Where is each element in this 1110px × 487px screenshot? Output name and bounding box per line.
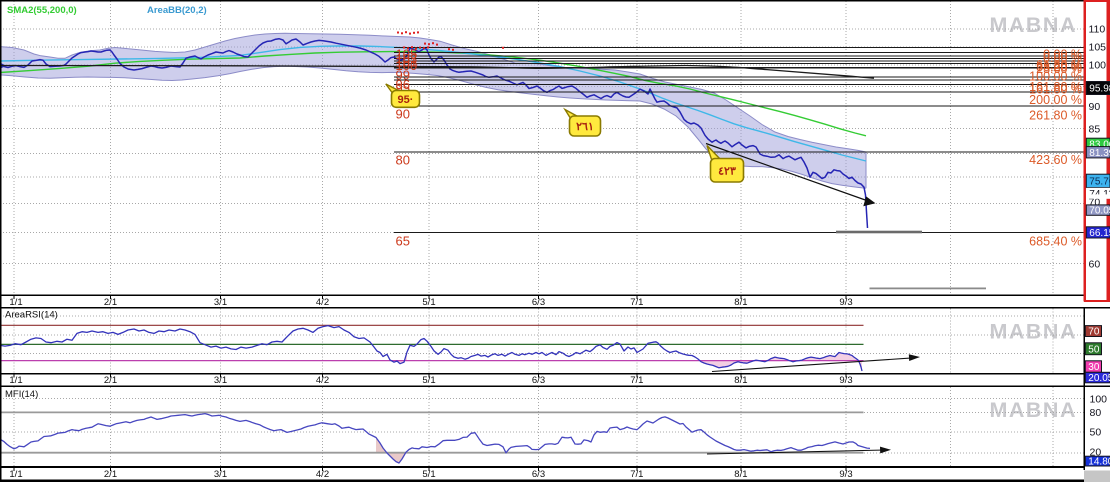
svg-text:6/3: 6/3 xyxy=(532,469,545,480)
svg-text:MABNA: MABNA xyxy=(989,320,1077,344)
svg-text:6/3: 6/3 xyxy=(532,297,545,308)
svg-text:30: 30 xyxy=(1088,362,1100,373)
svg-text:95.98: 95.98 xyxy=(1089,84,1110,95)
svg-text:1/1: 1/1 xyxy=(9,375,22,386)
svg-text:4/2: 4/2 xyxy=(316,297,329,308)
svg-text:8/1: 8/1 xyxy=(734,297,747,308)
svg-text:5/1: 5/1 xyxy=(422,469,435,480)
svg-text:95·: 95· xyxy=(398,94,414,106)
svg-text:100: 100 xyxy=(396,58,418,73)
svg-text:0.00 %: 0.00 % xyxy=(1043,47,1082,61)
svg-text:100: 100 xyxy=(1089,60,1107,72)
svg-text:66.15: 66.15 xyxy=(1089,228,1110,239)
svg-text:MFI(14): MFI(14) xyxy=(5,389,38,400)
svg-text:3/1: 3/1 xyxy=(214,297,227,308)
svg-text:3/1: 3/1 xyxy=(214,469,227,480)
svg-text:200.00 %: 200.00 % xyxy=(1029,93,1082,107)
svg-text:9/3: 9/3 xyxy=(839,375,852,386)
svg-text:23.60 %: 23.60 % xyxy=(1036,62,1082,76)
svg-text:65: 65 xyxy=(396,233,410,248)
svg-text:2/1: 2/1 xyxy=(104,469,117,480)
svg-text:100: 100 xyxy=(1090,394,1108,406)
svg-text:70.05: 70.05 xyxy=(1089,206,1110,217)
svg-text:5/1: 5/1 xyxy=(422,375,435,386)
svg-text:20: 20 xyxy=(1090,446,1102,458)
svg-text:٤٢٣: ٤٢٣ xyxy=(718,165,736,177)
svg-text:50: 50 xyxy=(1090,426,1102,438)
svg-text:90: 90 xyxy=(1089,101,1101,113)
svg-text:7/1: 7/1 xyxy=(630,469,643,480)
svg-text:٢٦١: ٢٦١ xyxy=(576,121,594,133)
svg-text:5/1: 5/1 xyxy=(422,297,435,308)
svg-text:110: 110 xyxy=(1089,24,1106,36)
svg-text:20.05: 20.05 xyxy=(1088,373,1110,384)
svg-text:85: 85 xyxy=(1089,124,1101,136)
svg-text:AreaBB(20,2): AreaBB(20,2) xyxy=(147,5,207,16)
svg-text:MABNA: MABNA xyxy=(989,398,1077,422)
svg-text:105: 105 xyxy=(396,47,418,62)
svg-text:MABNA: MABNA xyxy=(989,13,1077,37)
svg-text:7/1: 7/1 xyxy=(630,297,643,308)
svg-text:SMA2(55,200,0): SMA2(55,200,0) xyxy=(7,5,77,16)
svg-text:74.11: 74.11 xyxy=(1089,189,1110,200)
svg-text:6/3: 6/3 xyxy=(532,375,545,386)
svg-text:81.39: 81.39 xyxy=(1089,148,1110,159)
svg-text:1/1: 1/1 xyxy=(9,469,22,480)
svg-text:70: 70 xyxy=(1088,327,1100,338)
svg-text:8/1: 8/1 xyxy=(734,375,747,386)
svg-text:101: 101 xyxy=(396,55,418,70)
svg-text:14.80: 14.80 xyxy=(1088,457,1110,468)
svg-text:7/1: 7/1 xyxy=(630,375,643,386)
svg-text:4/2: 4/2 xyxy=(316,375,329,386)
svg-text:0.00 %: 0.00 % xyxy=(1043,51,1082,65)
svg-text:423.60 %: 423.60 % xyxy=(1029,153,1082,167)
svg-text:161.80 %: 161.80 % xyxy=(1029,80,1082,94)
svg-text:4/2: 4/2 xyxy=(316,469,329,480)
svg-text:60: 60 xyxy=(1089,259,1101,271)
svg-text:50: 50 xyxy=(1088,344,1100,355)
svg-text:99: 99 xyxy=(396,68,410,83)
svg-text:105: 105 xyxy=(1089,41,1107,53)
svg-text:9/3: 9/3 xyxy=(839,297,852,308)
svg-text:90: 90 xyxy=(396,106,410,121)
svg-text:103: 103 xyxy=(396,51,418,66)
svg-text:80: 80 xyxy=(396,152,410,167)
svg-text:100.00 %: 100.00 % xyxy=(1029,69,1082,83)
svg-text:83.06: 83.06 xyxy=(1089,139,1110,150)
svg-text:161.80 %: 161.80 % xyxy=(1029,82,1082,96)
svg-text:80: 80 xyxy=(1090,407,1102,419)
svg-text:70: 70 xyxy=(1089,196,1101,208)
svg-text:1/1: 1/1 xyxy=(9,297,22,308)
svg-text:38.20 %: 38.20 % xyxy=(1036,60,1082,74)
svg-text:2/1: 2/1 xyxy=(104,375,117,386)
svg-text:3/1: 3/1 xyxy=(214,375,227,386)
svg-text:2/1: 2/1 xyxy=(104,297,117,308)
svg-text:AreaRSI(14): AreaRSI(14) xyxy=(5,310,58,321)
svg-text:685.40 %: 685.40 % xyxy=(1029,234,1082,248)
svg-text:96: 96 xyxy=(396,77,410,92)
svg-text:9/3: 9/3 xyxy=(839,469,852,480)
svg-text:75.70: 75.70 xyxy=(1089,177,1110,188)
svg-text:8/1: 8/1 xyxy=(734,469,747,480)
svg-text:61.80 %: 61.80 % xyxy=(1036,58,1082,72)
svg-text:261.80 %: 261.80 % xyxy=(1029,108,1082,122)
